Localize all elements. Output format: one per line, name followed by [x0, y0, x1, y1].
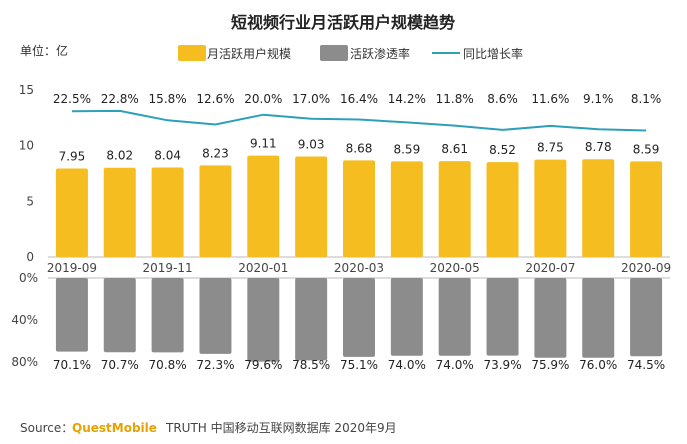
penetration-value-label: 73.9% [483, 358, 521, 372]
mau-value-label: 8.68 [346, 141, 373, 155]
chart-title: 短视频行业月活跃用户规模趋势 [231, 13, 455, 32]
x-tick-label: 2019-11 [143, 261, 193, 275]
mau-value-label: 8.23 [202, 146, 229, 160]
x-tick-label: 2020-09 [621, 261, 671, 275]
penetration-bar [534, 278, 567, 358]
mau-bar [534, 159, 567, 257]
x-tick-label: 2020-01 [238, 261, 288, 275]
growth-value-label: 16.4% [340, 92, 378, 106]
legend: 月活跃用户规模 活跃渗透率 同比增长率 [178, 45, 523, 61]
mau-bar [390, 161, 423, 257]
mau-bar [103, 167, 136, 257]
mau-value-label: 8.61 [441, 142, 468, 156]
penetration-bar [390, 278, 423, 356]
mau-bar [343, 160, 375, 257]
penetration-value-label: 79.6% [244, 358, 282, 372]
legend-label-growth: 同比增长率 [463, 46, 523, 61]
source-suffix: TRUTH 中国移动互联网数据库 2020年9月 [165, 420, 397, 435]
lower-y-tick-label: 40% [11, 313, 38, 327]
growth-value-label: 11.6% [531, 92, 569, 106]
penetration-value-label: 78.5% [292, 358, 330, 372]
x-tick-label: 2020-05 [430, 261, 480, 275]
source-note: Source： QuestMobile TRUTH 中国移动互联网数据库 202… [20, 420, 397, 435]
mau-bar [630, 161, 663, 257]
upper-y-tick-label: 15 [19, 83, 34, 97]
mau-bar [438, 161, 471, 257]
penetration-value-label: 70.7% [101, 358, 139, 372]
mau-bar [582, 159, 615, 257]
penetration-bar [151, 278, 184, 353]
legend-swatch-penetration [320, 45, 348, 61]
mau-value-label: 9.03 [298, 137, 325, 151]
penetration-bar [55, 278, 88, 352]
upper-y-tick-label: 0 [26, 250, 34, 264]
penetration-value-label: 74.0% [436, 358, 474, 372]
mau-value-label: 8.75 [537, 141, 564, 155]
mau-value-label: 8.78 [585, 140, 612, 154]
mau-bar [151, 167, 184, 257]
mau-value-label: 8.02 [106, 149, 133, 163]
penetration-bar [343, 278, 375, 357]
penetration-bar [247, 278, 280, 362]
growth-value-label: 17.0% [292, 92, 330, 106]
growth-value-label: 15.8% [149, 92, 187, 106]
legend-label-penetration: 活跃渗透率 [350, 46, 410, 61]
penetration-value-label: 70.8% [149, 358, 187, 372]
legend-label-mau: 月活跃用户规模 [207, 46, 291, 61]
penetration-value-label: 72.3% [196, 358, 234, 372]
mau-value-label: 9.11 [250, 137, 277, 151]
x-tick-label: 2020-07 [525, 261, 575, 275]
penetration-bar [295, 278, 328, 361]
growth-value-label: 14.2% [388, 92, 426, 106]
upper-y-tick-label: 10 [19, 139, 34, 153]
mau-bar [247, 155, 280, 257]
mau-bar [486, 162, 519, 257]
growth-value-label: 8.6% [487, 92, 518, 106]
x-tick-label: 2019-09 [47, 261, 97, 275]
penetration-value-label: 74.0% [388, 358, 426, 372]
mau-value-label: 8.52 [489, 143, 516, 157]
mau-value-label: 7.95 [59, 149, 86, 163]
penetration-value-label: 75.1% [340, 358, 378, 372]
growth-line [71, 109, 647, 132]
growth-value-label: 9.1% [583, 92, 614, 106]
penetration-bar [199, 278, 232, 354]
growth-value-label: 22.5% [53, 92, 91, 106]
x-tick-label: 2020-03 [334, 261, 384, 275]
mau-value-label: 8.59 [633, 142, 660, 156]
unit-label: 单位：亿 [20, 43, 68, 58]
penetration-bar [103, 278, 136, 353]
legend-swatch-mau [178, 45, 206, 61]
penetration-bar [438, 278, 471, 356]
penetration-bar [630, 278, 663, 357]
mau-bar [199, 165, 232, 257]
penetration-bar [582, 278, 615, 358]
source-prefix: Source： [20, 421, 73, 435]
growth-value-label: 22.8% [101, 92, 139, 106]
mau-bar [295, 156, 328, 257]
mau-value-label: 8.59 [393, 142, 420, 156]
penetration-value-label: 76.0% [579, 358, 617, 372]
lower-y-tick-label: 0% [19, 271, 38, 285]
penetration-bar [486, 278, 519, 356]
growth-value-label: 12.6% [196, 92, 234, 106]
growth-value-label: 11.8% [436, 92, 474, 106]
growth-value-label: 20.0% [244, 92, 282, 106]
mau-bar [55, 168, 88, 257]
growth-value-label: 8.1% [631, 92, 662, 106]
source-brand: QuestMobile [72, 421, 157, 435]
upper-y-tick-label: 5 [26, 194, 34, 208]
mau-value-label: 8.04 [154, 148, 181, 162]
penetration-value-label: 74.5% [627, 358, 665, 372]
penetration-value-label: 70.1% [53, 358, 91, 372]
lower-y-tick-label: 80% [11, 355, 38, 369]
penetration-value-label: 75.9% [531, 358, 569, 372]
